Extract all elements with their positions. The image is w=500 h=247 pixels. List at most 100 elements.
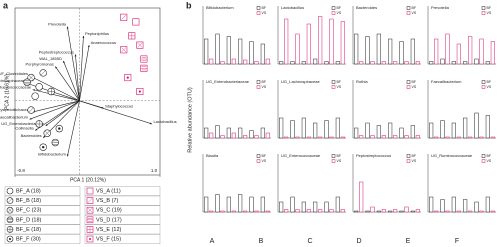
box (243, 135, 248, 139)
box (354, 210, 359, 213)
box (260, 127, 265, 139)
legend-label: BF (412, 80, 416, 84)
panel-label: b (186, 0, 192, 10)
legend-swatch (256, 85, 261, 89)
point (51, 138, 59, 147)
box (215, 125, 220, 139)
legend-label: VS (412, 85, 417, 89)
legend-swatch (406, 85, 411, 89)
box (485, 61, 490, 65)
point (35, 83, 43, 91)
box (335, 117, 340, 139)
box (434, 136, 439, 139)
legend-label: VS_A (11) (96, 188, 121, 194)
legend-label: VS_B (7) (96, 198, 118, 204)
legend-label: BF_E (18) (16, 227, 41, 233)
legend-swatch (481, 6, 486, 10)
legend-label: BF_B (18) (16, 198, 41, 204)
loading-label: Anaerococcus (91, 40, 116, 45)
box (284, 18, 289, 65)
box (290, 120, 295, 139)
legend-swatch (256, 6, 261, 10)
loading-label: Prevotella (48, 22, 67, 27)
legend-marker (6, 235, 14, 243)
box (381, 135, 386, 139)
box (429, 122, 434, 139)
loading-arrow (29, 75, 80, 102)
marker-dot (8, 237, 12, 241)
box (474, 112, 479, 139)
box (238, 194, 243, 213)
box (279, 61, 284, 65)
marker-hatch (44, 130, 50, 136)
legend-label: BF (262, 80, 266, 84)
loading-arrow (79, 100, 153, 125)
box (388, 122, 393, 139)
point (136, 88, 144, 96)
legend-label: BF (262, 154, 266, 158)
legend-box (4, 224, 81, 235)
y-axis-label: Relative abundance (OTU) (187, 87, 193, 153)
box (279, 117, 284, 139)
box (220, 61, 225, 65)
loading-arrow (55, 66, 80, 101)
box (284, 209, 289, 213)
panel-title: Rothia (356, 79, 368, 84)
legend-label: BF (337, 154, 341, 158)
legend-label: VS (337, 11, 342, 15)
box (204, 38, 209, 65)
box (376, 33, 381, 65)
legend-swatch (406, 154, 411, 158)
box (440, 120, 445, 139)
box (335, 196, 340, 213)
box (365, 210, 370, 213)
loading-arrow (29, 100, 80, 120)
loading-label: Peptostreptococcus (39, 49, 74, 54)
box (209, 58, 214, 65)
box (220, 210, 225, 213)
x-category-label: E (406, 238, 411, 245)
box (265, 132, 270, 139)
marker-dot (42, 145, 45, 149)
x-tick-label: 1.0 (151, 168, 158, 173)
box (399, 127, 404, 139)
box (410, 125, 415, 139)
legend-label: VS_D (17) (96, 217, 122, 223)
box (215, 194, 220, 213)
panel-title: Blautia (206, 153, 219, 158)
box (376, 125, 381, 139)
marker-dot (88, 237, 92, 241)
box (318, 209, 323, 213)
legend-label: VS (412, 11, 417, 15)
arrow-head (82, 35, 85, 38)
legend-swatch (256, 11, 261, 15)
marker-dot (138, 90, 141, 93)
loading-label: UG_Erysipelotrichaceae (0, 107, 32, 112)
marker-shape (31, 92, 39, 100)
box (329, 136, 334, 139)
point (27, 106, 35, 114)
arrow-head (45, 123, 48, 126)
legend-marker (86, 187, 94, 195)
legend-marker (86, 216, 94, 224)
box (365, 36, 370, 65)
legend-swatch (481, 159, 486, 163)
x-category-label: B (259, 238, 264, 245)
point (124, 74, 132, 82)
box (359, 135, 364, 139)
box (226, 36, 231, 65)
arrow-head (87, 45, 90, 48)
box (388, 210, 393, 213)
loading-arrow (67, 26, 80, 101)
legend-swatch (406, 159, 411, 163)
box (440, 199, 445, 213)
legend-swatch (481, 154, 486, 158)
legend-label: BF_D (18) (16, 217, 42, 223)
loading-label: Bacteroides (21, 133, 42, 138)
point (128, 32, 136, 40)
box (209, 210, 214, 213)
legend-label: VS_C (19) (96, 208, 122, 214)
box (370, 61, 375, 65)
panel-label: a (3, 0, 9, 10)
